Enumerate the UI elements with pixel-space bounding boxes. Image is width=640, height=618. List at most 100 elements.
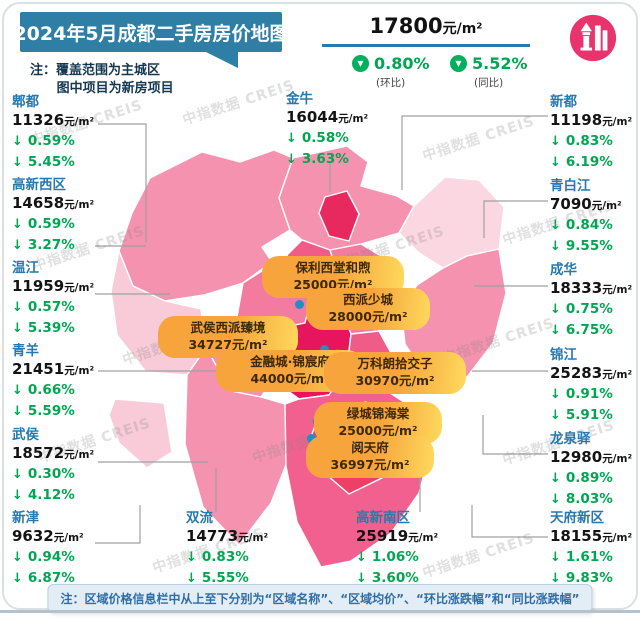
down-arrow-icon: ↓ [12,382,23,398]
down-arrow-icon: ↓ [550,470,561,486]
district-price: 9632元/m² [12,526,84,545]
project-name: 万科朗拾交子 [357,356,433,371]
project-price: 25000元/m² [338,422,418,438]
district-mom: ↓ 1.61% [550,548,613,565]
down-arrow-icon: ↓ [12,216,23,232]
district-yoy: ↓ 4.12% [12,487,75,503]
down-arrow-icon: ↓ [12,133,23,149]
district-price: 18333元/m² [550,278,633,297]
district-mom: ↓ 0.83% [186,548,249,565]
district-card-chenghua: 成华 18333元/m² ↓ 0.75% ↓ 6.75% [550,263,640,346]
down-arrow-icon: ↓ [550,549,561,565]
district-name: 新都 [550,94,577,110]
project-bubble: 万科朗拾交子 30970元/m² [324,352,466,394]
down-arrow-icon: ↓ [550,571,561,586]
down-arrow-icon: ↓ [550,133,561,149]
district-mom: ↓ 0.94% [12,548,75,565]
avg-price-value: 17800 [369,14,443,38]
down-arrow-icon: ↓ [12,466,23,482]
down-arrow-icon: ↓ [356,571,367,586]
district-mom: ↓ 0.59% [12,132,75,149]
down-arrow-icon: ↓ [550,217,561,233]
mom-stat-value: 0.80% [374,54,430,73]
yoy-stat: ▼ 5.52% (同比) [450,54,528,90]
district-mom: ↓ 1.06% [356,548,419,565]
down-arrow-icon: ↓ [12,549,23,565]
district-yoy: ↓ 9.83% [550,570,613,586]
district-price: 25919元/m² [356,526,439,545]
down-arrow-icon: ↓ [356,549,367,565]
project-name: 阅天府 [351,440,389,455]
project-name: 保利西堂和煦 [295,260,371,275]
project-price: 44000元/m² [250,370,330,386]
district-card-pidu: 郫都 11326元/m² ↓ 0.59% ↓ 5.45% [12,94,122,178]
district-mom: ↓ 0.91% [550,385,613,402]
yoy-stat-label: (同比) [474,77,504,89]
district-mom: ↓ 0.83% [550,132,613,149]
project-marker [320,345,329,354]
map-region-jinniu-north [318,190,360,242]
district-price: 21451元/m² [12,359,95,378]
coverage-note: 注：覆盖范围为主城区 图中项目为新房项目 [30,62,174,97]
down-arrow-icon: ↓ [286,152,297,167]
district-card-qingbaijiang: 青白江 7090元/m² ↓ 0.84% ↓ 9.55% [550,179,640,262]
district-card-wuhou: 武侯 18572元/m² ↓ 0.30% ↓ 4.12% [12,427,122,511]
district-price: 14773元/m² [186,526,269,545]
project-bubble: 西派少城 28000元/m² [306,288,430,330]
district-card-xindu: 新都 11198元/m² ↓ 0.83% ↓ 6.19% [550,94,640,178]
district-yoy: ↓ 5.91% [550,407,613,423]
district-name: 郫都 [12,94,39,110]
avg-price-unit: 元/m² [442,21,483,37]
district-yoy: ↓ 6.87% [12,570,75,586]
district-mom: ↓ 0.30% [12,465,75,482]
district-yoy: ↓ 5.39% [12,320,75,336]
district-mom: ↓ 0.84% [550,216,613,233]
district-mom: ↓ 0.66% [12,381,75,398]
project-name: 绿城锦海棠 [346,406,410,421]
district-name: 武侯 [12,427,39,443]
district-yoy: ↓ 3.63% [286,151,349,167]
city-average-price: 17800元/m² [320,14,532,38]
mom-stat: ▼ 0.80% (环比) [352,54,430,90]
district-card-jinniu: 金牛 16044元/m² ↓ 0.58% ↓ 3.63% [286,92,396,175]
project-bubble: 阅天府 36997元/m² [306,436,434,478]
district-yoy: ↓ 3.27% [12,237,75,253]
district-price: 25283元/m² [550,363,633,382]
district-yoy: ↓ 6.19% [550,154,613,170]
district-name: 青羊 [12,343,39,359]
district-mom: ↓ 0.75% [550,300,613,317]
yoy-stat-value: 5.52% [472,54,528,73]
district-card-wenjiang: 温江 11959元/m² ↓ 0.57% ↓ 5.39% [12,260,122,344]
district-yoy: ↓ 9.55% [550,238,613,254]
down-arrow-icon: ↓ [550,386,561,402]
down-arrow-icon: ↓ [12,571,23,586]
district-yoy: ↓ 5.55% [186,570,249,586]
district-name: 高新西区 [12,177,66,193]
down-arrow-icon: ↓ [12,488,23,503]
district-mom: ↓ 0.59% [12,215,75,232]
district-mom: ↓ 0.89% [550,469,613,486]
project-price: 28000元/m² [328,308,408,324]
down-arrow-icon: ↓ [12,155,23,170]
mom-stat-label: (环比) [376,77,406,89]
project-name: 武侯西派臻境 [190,320,266,335]
down-arrow-icon: ↓ [550,492,561,507]
district-name: 龙泉驿 [550,431,591,447]
coverage-note-line1: 注：覆盖范围为主城区 [30,63,161,78]
district-card-shuangliu: 双流 14773元/m² ↓ 0.83% ↓ 5.55% [186,511,296,594]
district-price: 18572元/m² [12,443,95,462]
district-mom: ↓ 0.57% [12,298,75,315]
down-arrow-icon: ↓ [12,404,23,419]
down-arrow-icon: ↓ [550,323,561,338]
down-arrow-icon: ↓ [186,571,197,586]
down-arrow-icon: ↓ [550,301,561,317]
district-price: 11326元/m² [12,110,95,129]
district-price: 18155元/m² [550,526,633,545]
district-name: 温江 [12,260,39,276]
down-arrow-icon: ↓ [550,155,561,170]
legend-note: 注：区域价格信息栏中从上至下分别为“区域名称”、“区域均价”、“环比涨跌幅”和“… [47,584,593,613]
district-price: 11198元/m² [550,110,633,129]
page-title: 2024年5月成都二手房房价地图 [13,12,289,52]
district-price: 11959元/m² [12,276,95,295]
cia-logo-icon [569,14,617,62]
